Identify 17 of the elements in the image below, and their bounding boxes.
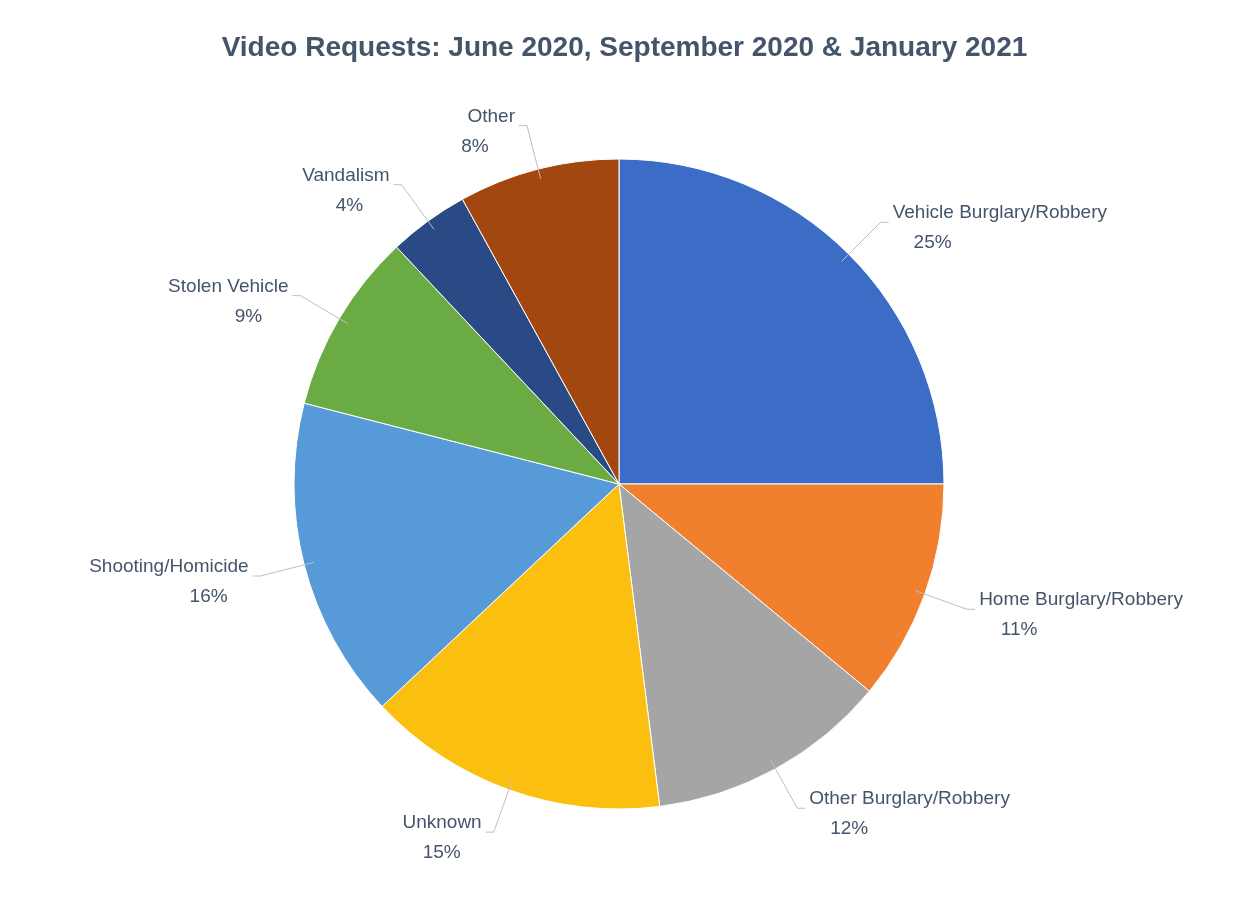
slice-label: Stolen Vehicle [168,274,289,296]
slice-label: Shooting/Homicide [89,555,249,577]
data-label: 4% [335,193,364,215]
slice-label: Other [467,104,516,126]
data-label: 16% [189,585,228,607]
data-label: 11% [1000,618,1038,640]
chart-title: Video Requests: June 2020, September 2020 & January 2021 [221,31,1028,62]
slice-label: Unknown [402,811,482,833]
slice-label: Vehicle Burglary/Robbery [892,201,1108,223]
slice-label: Home Burglary/Robbery [979,588,1184,610]
slice-label: Vandalism [302,163,390,185]
data-label: 25% [913,231,952,253]
data-label: 9% [234,304,263,326]
data-label: 8% [461,134,489,156]
slice-label: Other Burglary/Robbery [809,787,1011,809]
data-label: 12% [830,817,869,839]
data-label: 15% [422,841,461,863]
